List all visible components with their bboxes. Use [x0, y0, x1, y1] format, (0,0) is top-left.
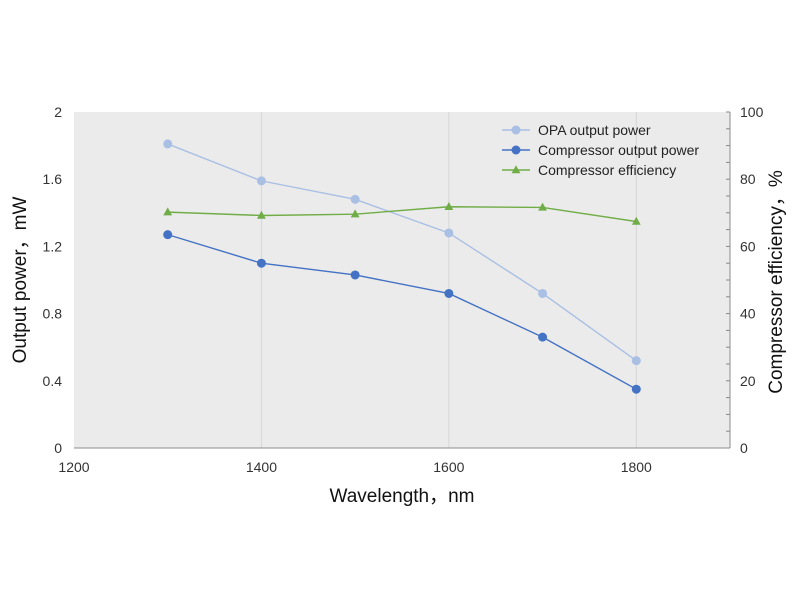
y-right-tick-label: 20: [740, 373, 756, 389]
series-line: [167, 143, 637, 362]
data-point: [257, 210, 266, 219]
legend-swatch-marker: [511, 145, 521, 155]
data-point: [538, 332, 548, 342]
x-tick-label: 1200: [58, 459, 89, 475]
data-point: [444, 201, 454, 210]
y-right-tick-label: 60: [740, 238, 756, 254]
plot-area: [74, 112, 730, 448]
y-right-tick-label: 100: [740, 104, 764, 120]
axes: [74, 111, 731, 449]
y-left-tick-label: 1.6: [43, 171, 63, 187]
legend-item: Compressor efficiency: [502, 162, 676, 178]
data-point: [444, 288, 454, 298]
x-tick-label: 1800: [621, 459, 652, 475]
data-point: [538, 202, 547, 211]
y-left-tick-label: 2: [54, 104, 62, 120]
series-group: [163, 139, 641, 394]
data-point: [350, 270, 360, 280]
legend-swatch-marker: [511, 165, 521, 174]
legend-label: Compressor efficiency: [538, 162, 676, 178]
y-right-tick-label: 0: [740, 440, 748, 456]
data-point: [631, 384, 641, 394]
legend-item: OPA output power: [502, 122, 651, 138]
data-point: [631, 216, 641, 225]
data-point: [163, 230, 173, 240]
legend-label: OPA output power: [538, 122, 651, 138]
data-point: [163, 207, 173, 216]
series-3: [163, 201, 641, 225]
y-left-tick-label: 0.4: [43, 373, 63, 389]
series-2: [163, 230, 641, 394]
x-tick-label: 1600: [433, 459, 464, 475]
series-line: [167, 206, 637, 223]
tick-labels: 1200 1400 1600 180000.40.81.21.620204060801…: [43, 104, 764, 475]
legend-item: Compressor output power: [502, 142, 699, 158]
y-axis-left-title: Output power，mW: [10, 197, 31, 364]
legend-label: Compressor output power: [538, 142, 699, 158]
data-point: [538, 288, 548, 298]
series-1: [163, 139, 641, 366]
x-axis-title: Wavelength，nm: [329, 486, 474, 507]
y-left-tick-label: 0: [54, 440, 62, 456]
legend: OPA output power Compressor output power C…: [502, 122, 699, 178]
series-line: [167, 233, 637, 390]
data-point: [350, 209, 360, 218]
data-point: [256, 176, 266, 186]
data-point: [631, 356, 641, 366]
y-axis-right-title: Compressor efficiency，%: [766, 170, 787, 394]
y-left-tick-label: 0.8: [43, 306, 63, 322]
data-point: [256, 258, 266, 268]
data-point: [444, 228, 454, 238]
y-right-tick-label: 80: [740, 171, 756, 187]
legend-swatch-marker: [511, 125, 521, 135]
data-point: [163, 139, 173, 149]
data-point: [350, 194, 360, 204]
y-right-tick-label: 40: [740, 306, 756, 322]
x-tick-label: 1400: [246, 459, 277, 475]
y-left-tick-label: 1.2: [43, 238, 63, 254]
